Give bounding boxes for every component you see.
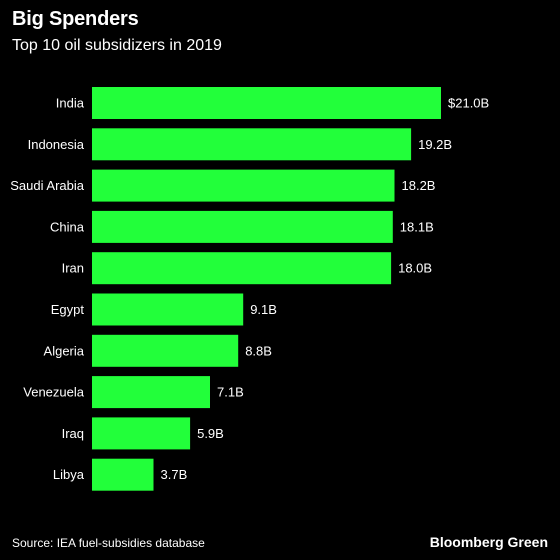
bar-china [92, 210, 393, 243]
category-label: Iraq [62, 426, 84, 441]
value-label: 18.0B [398, 261, 432, 276]
bar-iran [92, 252, 392, 285]
value-label: 18.1B [400, 219, 434, 234]
bar-saudi-arabia [92, 169, 395, 202]
bar-iraq [92, 417, 191, 450]
category-label: China [50, 219, 85, 234]
category-label: Venezuela [23, 385, 84, 400]
value-label: 18.2B [402, 178, 436, 193]
value-label: $21.0B [448, 96, 489, 111]
category-label: Saudi Arabia [10, 178, 84, 193]
value-label: 9.1B [250, 302, 277, 317]
category-label: India [56, 96, 85, 111]
chart-title: Big Spenders [12, 8, 139, 30]
category-label: Algeria [44, 343, 85, 358]
category-label: Indonesia [28, 137, 85, 152]
bar-indonesia [92, 128, 412, 161]
bar-venezuela [92, 376, 210, 409]
bar-india [92, 87, 441, 119]
bar-egypt [92, 293, 244, 326]
value-label: 8.8B [245, 343, 272, 358]
bars-group: India $21.0B Indonesia 19.2B Saudi Arabia 18.… [10, 87, 489, 491]
brand-logo: Bloomberg Green [429, 534, 548, 550]
value-label: 7.1B [217, 385, 244, 400]
category-label: Egypt [51, 302, 85, 317]
value-label: 3.7B [161, 467, 188, 482]
chart-subtitle: Top 10 oil subsidizers in 2019 [12, 37, 222, 54]
source-note: Source: IEA fuel-subsidies database [12, 536, 205, 550]
value-label: 5.9B [197, 426, 224, 441]
category-label: Iran [62, 261, 84, 276]
bar-libya [92, 458, 154, 491]
bar-algeria [92, 334, 239, 367]
value-label: 19.2B [418, 137, 452, 152]
category-label: Libya [53, 467, 85, 482]
